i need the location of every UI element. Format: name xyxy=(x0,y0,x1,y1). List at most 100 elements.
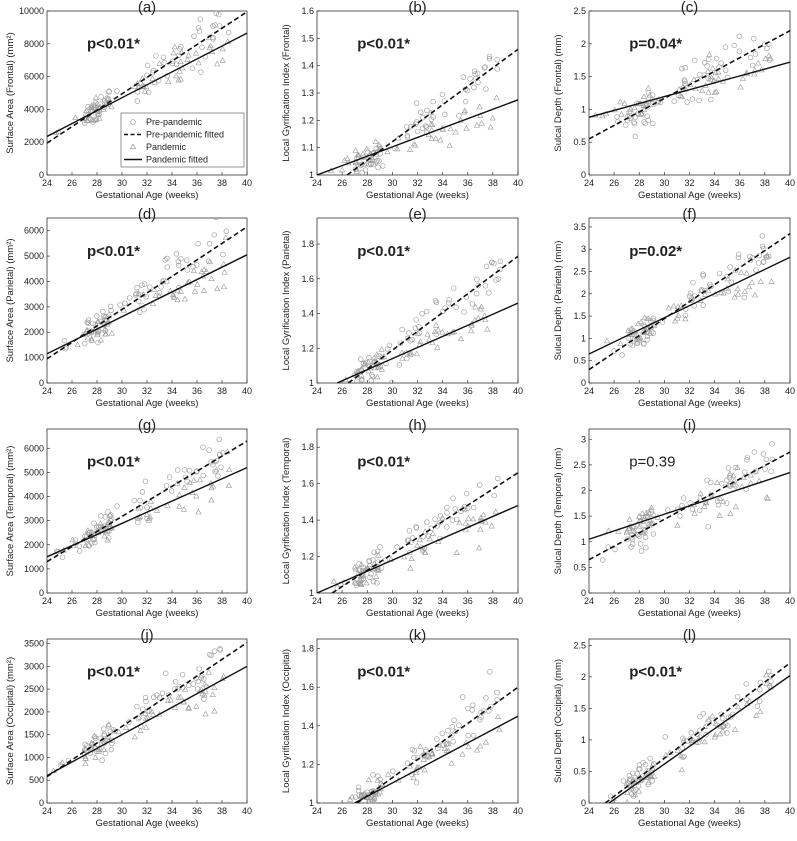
y-tick-label: 1.4 xyxy=(301,721,314,731)
pre-pandemic-point xyxy=(473,290,480,297)
pre-pandemic-point xyxy=(173,61,180,67)
pandemic-point xyxy=(359,150,367,157)
pre-pandemic-point xyxy=(620,778,627,784)
x-tick-label: 38 xyxy=(760,806,770,816)
pandemic-point xyxy=(115,728,122,735)
pandemic-point xyxy=(644,512,651,519)
pre-pandemic-point xyxy=(700,272,706,279)
pre-pandemic-point xyxy=(396,362,403,368)
pandemic-point xyxy=(492,508,499,515)
pandemic-fit-line xyxy=(608,675,790,803)
pre-pandemic-point xyxy=(164,255,170,262)
pre-pandemic-point xyxy=(146,284,153,290)
pre-pandemic-point xyxy=(689,506,696,513)
pre-pandemic-point xyxy=(768,678,774,684)
pre-pandemic-point xyxy=(638,541,644,547)
pre-pandemic-point xyxy=(98,94,104,100)
pre-pandemic-point xyxy=(643,545,649,551)
pandemic-point xyxy=(623,527,631,534)
pandemic-point xyxy=(425,131,432,138)
pandemic-point xyxy=(410,774,417,780)
pandemic-point xyxy=(357,793,365,799)
pre-pandemic-point xyxy=(735,254,742,261)
pandemic-point xyxy=(199,690,206,697)
pandemic-point xyxy=(135,290,142,296)
plot-frame xyxy=(588,428,791,594)
pandemic-point xyxy=(745,283,753,290)
pandemic-point xyxy=(142,724,150,730)
pre-pandemic-point xyxy=(423,747,429,753)
pre-pandemic-point xyxy=(682,65,688,71)
p-value: p<0.01* xyxy=(87,664,140,681)
pandemic-point xyxy=(192,49,200,56)
x-tick-label: 28 xyxy=(634,386,644,396)
pre-pandemic-point xyxy=(423,308,430,315)
y-tick-label: 1.6 xyxy=(301,682,314,692)
pre-pandemic-point xyxy=(644,113,650,120)
pandemic-point xyxy=(763,671,770,678)
pre-pandemic-point xyxy=(629,541,636,547)
x-tick-label: 38 xyxy=(488,386,498,396)
pandemic-point xyxy=(97,520,104,526)
y-tick-label: 6000 xyxy=(24,226,44,236)
pandemic-point xyxy=(89,106,96,113)
pandemic-point xyxy=(635,523,643,530)
pandemic-point xyxy=(84,334,91,341)
x-axis-label: Gestational Age (weeks) xyxy=(638,818,741,829)
x-tick-label: 34 xyxy=(710,596,720,606)
y-tick-label: 3000 xyxy=(24,302,44,312)
pre-pandemic-point xyxy=(169,60,176,67)
pandemic-point xyxy=(638,110,645,117)
pre-pandemic-point xyxy=(742,469,748,475)
pre-pandemic-point xyxy=(186,467,193,474)
y-axis-label: Sulcal Depth (Parietal) (mm) xyxy=(553,241,564,361)
pandemic-point xyxy=(691,510,698,516)
pre-pandemic-point xyxy=(386,342,393,348)
y-tick-label: 2000 xyxy=(24,137,44,147)
pandemic-point xyxy=(84,117,91,124)
pre-pandemic-point xyxy=(719,715,726,721)
pre-pandemic-point xyxy=(109,740,115,747)
x-tick-label: 24 xyxy=(312,178,322,188)
y-tick-label: 4000 xyxy=(24,276,44,286)
pandemic-point xyxy=(372,791,379,797)
pandemic-point xyxy=(368,796,375,802)
pre-pandemic-point xyxy=(377,544,383,550)
pandemic-point xyxy=(434,326,442,333)
pandemic-point xyxy=(726,470,733,476)
pre-pandemic-point xyxy=(682,312,689,319)
panel-e: 24 26 28 30 32 34 36 38 40 1 1.2 1.4 1.6 1.8 Gestation… xyxy=(281,206,523,409)
pre-pandemic-point xyxy=(641,522,647,529)
pandemic-point xyxy=(768,278,775,284)
pandemic-point xyxy=(677,92,684,98)
pandemic-point xyxy=(72,114,79,120)
pandemic-point xyxy=(365,367,372,374)
pre-pandemic-point xyxy=(692,57,698,64)
legend-label: Pre-pandemic fitted xyxy=(146,130,224,140)
pandemic-point xyxy=(639,510,646,516)
pandemic-point xyxy=(441,745,448,751)
pandemic-point xyxy=(91,732,98,739)
pre-pandemic-point xyxy=(184,267,191,273)
pandemic-point xyxy=(445,740,452,747)
x-tick-label: 24 xyxy=(312,386,322,396)
pre-pandemic-point xyxy=(760,451,767,457)
y-tick-label: 1000 xyxy=(24,564,44,574)
x-tick-label: 30 xyxy=(387,596,397,606)
pandemic-point xyxy=(743,269,750,276)
pandemic-point xyxy=(82,745,89,751)
pandemic-point xyxy=(149,300,157,307)
pre-pandemic-point xyxy=(86,543,93,549)
pre-pandemic-point xyxy=(142,478,149,485)
pandemic-point xyxy=(675,312,682,318)
pre-pandemic-point xyxy=(380,163,386,169)
pre-pandemic-point xyxy=(370,161,376,168)
pandemic-point xyxy=(105,310,113,317)
pandemic-point xyxy=(370,354,378,361)
y-tick-label: 500 xyxy=(29,775,44,785)
pre-pandemic-point xyxy=(754,703,761,709)
y-tick-label: 0 xyxy=(581,170,586,180)
pre-pandemic-point xyxy=(637,766,643,772)
pandemic-point xyxy=(170,291,177,297)
pandemic-point xyxy=(724,275,732,282)
